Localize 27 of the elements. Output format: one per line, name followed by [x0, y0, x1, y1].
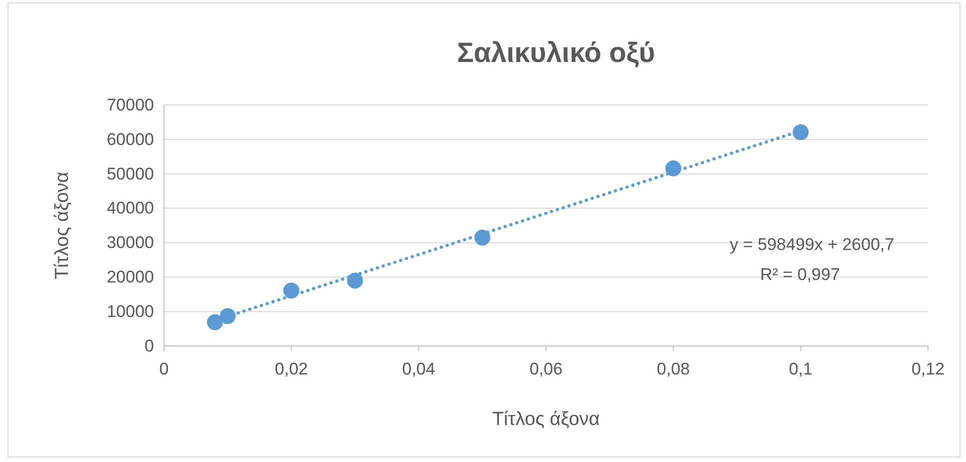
- y-tick-label: 60000: [106, 130, 154, 149]
- y-tick-label: 10000: [106, 302, 154, 322]
- point: [347, 272, 363, 289]
- y-tick-label: 40000: [106, 198, 154, 218]
- point: [206, 314, 223, 330]
- point: [665, 160, 682, 176]
- y-tick-label: 20000: [106, 268, 154, 287]
- x-tick-label: 0,06: [529, 359, 563, 378]
- y-tick-label: 50000: [106, 164, 154, 184]
- annotation: y = 598499x + 2600,7: [730, 235, 894, 254]
- chart-title: Σαλικυλικό οξύ: [456, 37, 656, 68]
- point: [283, 282, 300, 299]
- annotation: R² = 0,997: [760, 265, 840, 284]
- x-tick-label: 0,12: [911, 359, 945, 378]
- y-axis-title: Τίτλος άξονα: [52, 172, 73, 280]
- y-tick-label: 30000: [106, 233, 154, 252]
- x-tick-label: 0,02: [274, 359, 308, 378]
- point: [474, 230, 490, 246]
- point: [792, 124, 809, 140]
- x-axis-title: Τίτλος άξονα: [492, 409, 600, 430]
- y-tick-label: 70000: [106, 95, 154, 114]
- y-tick-label: 0: [144, 336, 154, 356]
- x-tick-label: 0,04: [402, 359, 436, 378]
- x-tick-label: 0,1: [788, 359, 812, 378]
- x-tick-label: 0: [159, 359, 169, 378]
- point: [220, 308, 236, 324]
- x-tick-label: 0,08: [656, 359, 690, 378]
